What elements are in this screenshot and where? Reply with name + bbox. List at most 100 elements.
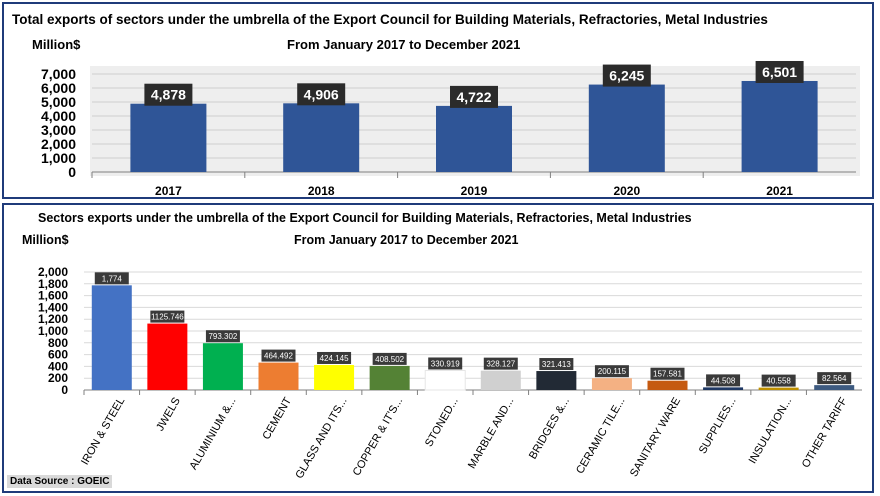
chart2-data-label: 40.558 <box>766 377 791 386</box>
chart1-bar <box>130 103 207 172</box>
chart2-data-label: 1,774 <box>102 274 123 283</box>
chart1-title: Total exports of sectors under the umbre… <box>12 12 768 27</box>
total-exports-panel: Total exports of sectors under the umbre… <box>2 2 874 199</box>
chart2-x-label: SANITARY WARE <box>628 396 683 479</box>
chart2-data-label-bg <box>539 358 574 371</box>
chart2-bar <box>758 387 799 390</box>
chart1-x-label: 2017 <box>155 184 182 197</box>
chart2-bar <box>647 380 688 390</box>
chart2-data-label-bg <box>94 272 129 285</box>
chart2-ytick-label: 1,600 <box>38 289 68 303</box>
chart2-title: Sectors exports under the umbrella of th… <box>38 211 692 225</box>
chart1-subtitle: From January 2017 to December 2021 <box>287 37 521 52</box>
chart2-x-label: JWELS <box>154 396 183 434</box>
chart2-data-label-bg <box>594 365 629 378</box>
chart2-data-label-bg <box>205 330 240 343</box>
chart2-data-label-bg <box>650 367 685 380</box>
chart2-bar <box>814 385 855 390</box>
chart1-ytick-label: 2,000 <box>41 136 76 152</box>
chart2-ytick-label: 1,000 <box>38 324 68 338</box>
chart1-data-label-bg <box>602 64 651 87</box>
chart2-data-label: 328.127 <box>486 360 515 369</box>
chart2-x-label: IRON & STEEL <box>79 396 127 468</box>
chart2-data-label-bg <box>428 357 463 370</box>
chart2-data-label: 464.492 <box>264 352 293 361</box>
chart2-data-label-bg <box>817 372 852 385</box>
chart1-ytick-label: 4,000 <box>41 108 76 124</box>
chart2-x-label: OTHER TARIFF <box>800 395 850 470</box>
chart1-ytick-label: 6,000 <box>41 80 76 96</box>
chart2-bar <box>703 387 744 390</box>
chart2-data-label-bg <box>372 352 407 365</box>
chart2-bar <box>536 371 577 390</box>
chart2-ytick-label: 1,800 <box>38 277 68 291</box>
chart2-x-label: MARBLE AND... <box>466 396 516 471</box>
chart2-bar <box>591 378 632 390</box>
chart2-x-label: BRIDGES &... <box>527 396 572 462</box>
chart2-data-label: 157.581 <box>653 370 682 379</box>
chart1-data-label-bg <box>297 83 346 106</box>
chart2-data-label-bg <box>761 374 796 387</box>
chart2-x-label: CEMENT <box>260 395 294 441</box>
chart2-unit-label: Million$ <box>22 233 69 247</box>
chart2-ytick-label: 600 <box>48 348 68 362</box>
chart2-data-label-bg <box>150 310 185 323</box>
chart2-bar <box>369 365 410 390</box>
chart2-x-label: COPPER & IT'S... <box>351 396 406 478</box>
chart2-data-label-bg <box>261 349 296 362</box>
chart2-bar <box>147 323 188 390</box>
chart1-data-label-bg <box>450 85 498 108</box>
chart2-svg: 02004006008001,0001,2001,4001,6001,8002,… <box>38 265 866 481</box>
chart2-ytick-label: 200 <box>48 371 68 385</box>
chart2-bar <box>258 362 299 390</box>
chart2-data-label: 424.145 <box>320 354 349 363</box>
chart2-ytick-label: 2,000 <box>38 265 68 279</box>
chart1-data-label: 4,878 <box>151 87 186 103</box>
chart2-ytick-label: 0 <box>61 383 68 397</box>
chart2-data-label: 44.508 <box>711 376 736 385</box>
sector-exports-panel: Sectors exports under the umbrella of th… <box>2 203 874 493</box>
chart1-ytick-label: 0 <box>68 164 76 180</box>
chart2-x-label: CERAMIC TILE... <box>574 396 627 476</box>
chart2-data-label: 793.302 <box>208 332 237 341</box>
chart2-data-label: 321.413 <box>542 360 571 369</box>
chart2-x-label: STONED... <box>423 396 461 449</box>
chart2-data-label: 200.115 <box>598 367 627 376</box>
chart2-data-label: 1125.746 <box>151 313 184 322</box>
chart1-bar <box>741 80 818 172</box>
chart2-data-label: 82.564 <box>822 374 847 383</box>
data-source-label: Data Source : GOEIC <box>7 475 113 488</box>
chart2-ytick-label: 800 <box>48 336 68 350</box>
chart2-subtitle: From January 2017 to December 2021 <box>294 233 519 247</box>
chart1-data-label: 4,906 <box>304 86 339 102</box>
chart1-data-label-bg <box>144 83 193 106</box>
chart1-x-label: 2021 <box>766 184 793 197</box>
chart1-bar <box>588 84 665 172</box>
chart2-bar <box>314 364 355 390</box>
chart2-x-label: ALUMINIUM &... <box>187 396 238 472</box>
chart2-data-label: 408.502 <box>375 355 404 364</box>
chart1-x-label: 2019 <box>461 184 488 197</box>
chart2-x-label: INSULATION... <box>747 396 795 466</box>
chart2-bar <box>424 369 466 391</box>
chart2-ytick-label: 1,200 <box>38 312 68 326</box>
chart2-bar <box>91 285 132 390</box>
chart1-bar <box>436 105 512 172</box>
chart2-ytick-label: 1,400 <box>38 300 68 314</box>
chart1-ytick-label: 7,000 <box>41 66 76 82</box>
chart1-x-label: 2018 <box>308 184 335 197</box>
chart2-data-label-bg <box>483 357 518 370</box>
chart1-unit-label: Million$ <box>32 37 81 52</box>
chart1-bar <box>283 103 360 172</box>
chart1-ytick-label: 5,000 <box>41 94 76 110</box>
chart1-data-label: 4,722 <box>456 89 491 105</box>
chart2-ytick-label: 400 <box>48 359 68 373</box>
chart2-x-label: GLASS AND ITS... <box>293 396 349 481</box>
chart2-data-label: 330.919 <box>431 359 460 368</box>
chart1-x-label: 2020 <box>613 184 640 197</box>
chart2-data-label-bg <box>706 374 741 387</box>
chart1-data-label: 6,501 <box>762 64 797 80</box>
chart1-data-label-bg <box>755 60 804 83</box>
chart2-x-label: SUPPLIES... <box>697 396 739 457</box>
